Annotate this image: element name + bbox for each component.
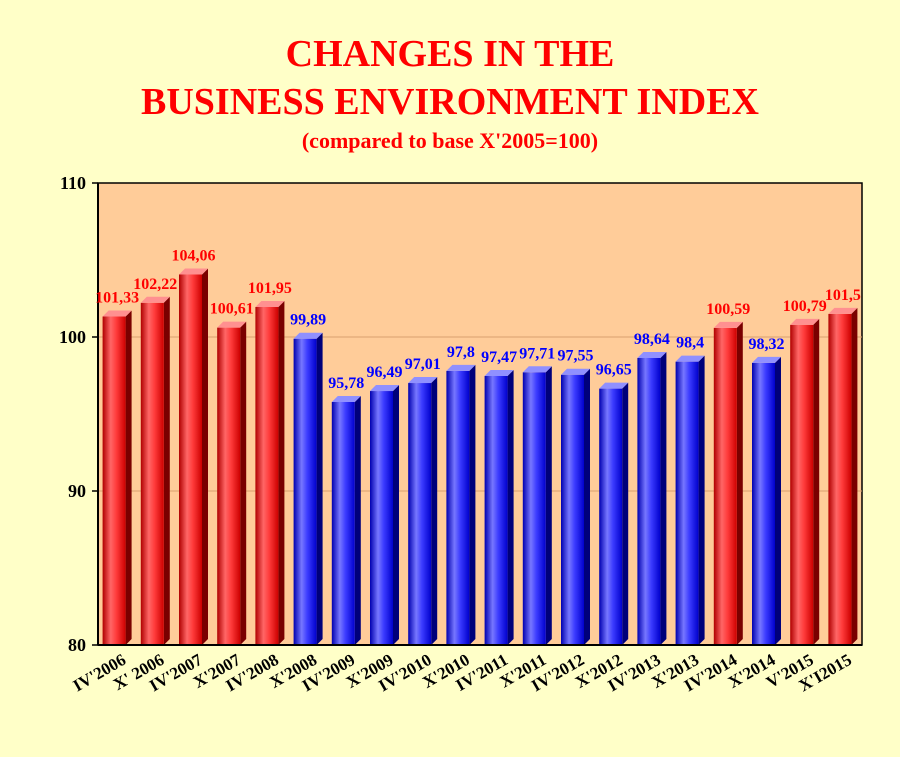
data-label: 98,4 xyxy=(676,335,704,352)
bar xyxy=(370,385,399,645)
bar xyxy=(446,364,476,645)
bar xyxy=(637,351,667,645)
chart-title-line2: BUSINESS ENVIRONMENT INDEX xyxy=(140,81,759,123)
data-label: 97,01 xyxy=(405,356,441,373)
data-label: 96,65 xyxy=(596,362,632,379)
bar xyxy=(752,356,781,645)
data-label: 98,32 xyxy=(749,336,785,353)
data-label: 96,49 xyxy=(367,364,403,381)
bar xyxy=(522,366,552,645)
chart-subtitle: (compared to base X'2005=100) xyxy=(301,128,599,153)
data-label: 101,5 xyxy=(825,287,861,304)
data-label: 97,47 xyxy=(481,349,517,366)
data-label: 98,64 xyxy=(634,331,670,348)
bar xyxy=(828,307,858,645)
bar xyxy=(484,369,514,645)
data-label: 100,61 xyxy=(210,301,254,318)
bar xyxy=(217,321,247,645)
data-label: 101,33 xyxy=(95,290,139,307)
bar xyxy=(255,300,285,645)
data-label: 101,95 xyxy=(248,280,292,297)
bar xyxy=(561,368,590,645)
bar xyxy=(140,296,170,645)
data-label: 100,59 xyxy=(706,301,750,318)
y-tick-label: 80 xyxy=(68,635,86,655)
bar xyxy=(599,382,629,645)
data-label: 104,06 xyxy=(172,247,216,264)
bar xyxy=(713,321,743,645)
bar xyxy=(790,318,820,645)
bar xyxy=(179,268,208,645)
data-label: 97,8 xyxy=(447,344,475,361)
bar xyxy=(102,310,132,645)
y-tick-label: 110 xyxy=(60,173,86,193)
bar xyxy=(331,395,361,645)
bar xyxy=(293,332,323,645)
data-label: 100,79 xyxy=(783,298,827,315)
y-tick-label: 90 xyxy=(68,481,86,501)
y-tick-label: 100 xyxy=(59,327,86,347)
bar xyxy=(408,377,438,645)
data-label: 97,71 xyxy=(519,345,555,362)
bar xyxy=(675,355,705,645)
data-label: 95,78 xyxy=(328,375,364,392)
data-label: 99,89 xyxy=(290,312,326,329)
data-label: 102,22 xyxy=(133,276,177,293)
data-label: 97,55 xyxy=(558,348,594,365)
chart-title-line1: CHANGES IN THE xyxy=(285,33,615,75)
